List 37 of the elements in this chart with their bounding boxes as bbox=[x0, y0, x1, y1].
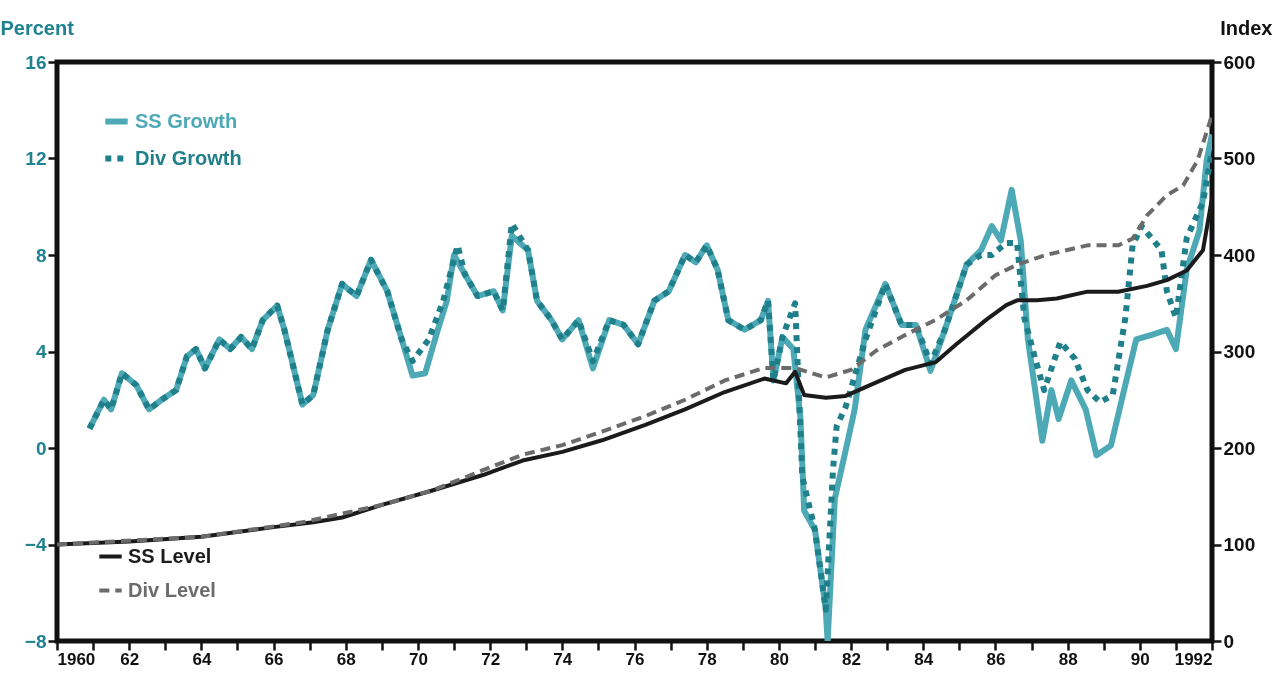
x-tick-label: 70 bbox=[408, 649, 428, 669]
y2-tick-label: 600 bbox=[1223, 51, 1256, 73]
y2-tick-label: 300 bbox=[1223, 341, 1256, 362]
x-tick-label: 90 bbox=[1130, 649, 1150, 669]
y-tick-label: 16 bbox=[25, 51, 47, 73]
y-tick-label: −4 bbox=[24, 534, 47, 555]
x-tick-label: 72 bbox=[481, 649, 501, 669]
legend-label: SS Growth bbox=[135, 109, 238, 132]
x-tick-label: 82 bbox=[842, 649, 862, 669]
x-tick-label: 74 bbox=[553, 649, 573, 669]
y2-tick-label: 200 bbox=[1223, 437, 1256, 459]
x-tick-label: 76 bbox=[625, 649, 645, 669]
y2-tick-label: 0 bbox=[1223, 630, 1235, 652]
x-tick-label: 68 bbox=[336, 649, 356, 669]
y-tick-label: 4 bbox=[35, 341, 47, 362]
y-tick-label: 8 bbox=[35, 244, 47, 266]
x-tick-label: 86 bbox=[986, 649, 1006, 669]
x-tick-label: 88 bbox=[1058, 649, 1078, 669]
legend-label: SS Level bbox=[128, 544, 212, 567]
x-tick-label: 62 bbox=[120, 649, 140, 669]
y2-axis-title: Index bbox=[1220, 16, 1273, 39]
y-tick-label: 12 bbox=[25, 148, 47, 169]
x-tick-label: 78 bbox=[697, 649, 717, 669]
legend-label: Div Level bbox=[128, 578, 216, 601]
legend-label: Div Growth bbox=[135, 146, 242, 169]
x-tick-label: 66 bbox=[264, 649, 284, 669]
y-tick-label: −8 bbox=[24, 630, 47, 652]
y2-tick-label: 100 bbox=[1223, 534, 1256, 555]
x-tick-label: 80 bbox=[769, 649, 789, 669]
x-tick-label: 84 bbox=[914, 649, 934, 669]
y-axis-title: Percent bbox=[0, 16, 75, 39]
x-tick-label: 64 bbox=[192, 649, 212, 669]
x-tick-label: 1960 bbox=[57, 649, 96, 669]
y2-tick-label: 500 bbox=[1223, 148, 1256, 169]
y2-tick-label: 400 bbox=[1223, 244, 1256, 266]
y-tick-label: 0 bbox=[35, 437, 47, 459]
x-tick-label: 1992 bbox=[1174, 649, 1213, 669]
